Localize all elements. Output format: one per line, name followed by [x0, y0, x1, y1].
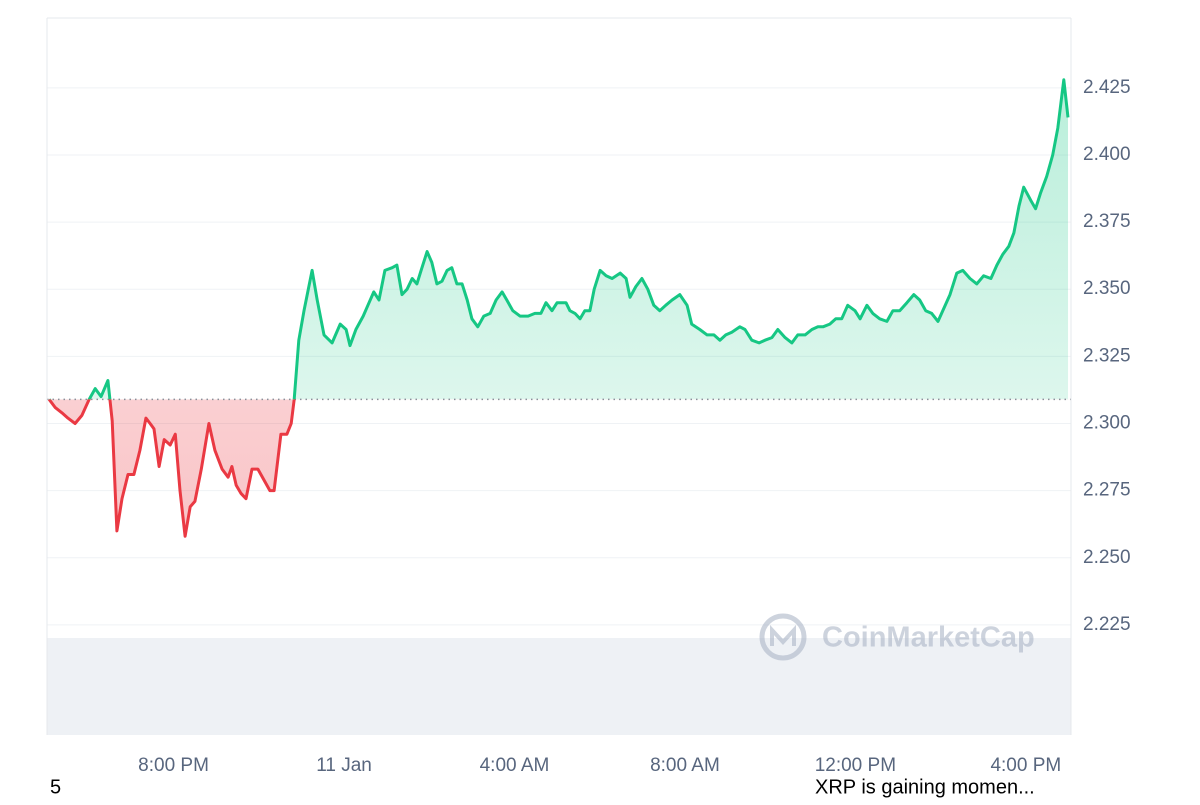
- y-tick-label: 2.350: [1083, 278, 1131, 299]
- y-tick-label: 2.300: [1083, 413, 1131, 434]
- volume-area: [47, 638, 1071, 735]
- y-tick-label: 2.375: [1083, 211, 1131, 232]
- price-line-up: [49, 78, 1070, 400]
- watermark: CoinMarketCap: [759, 613, 1035, 661]
- footer-right: XRP is gaining momen...: [815, 776, 1035, 798]
- y-tick-label: 2.325: [1083, 345, 1131, 366]
- y-tick-label: 2.275: [1083, 480, 1131, 501]
- y-tick-label: 2.225: [1083, 614, 1131, 635]
- x-tick-label: 4:00 PM: [990, 755, 1061, 776]
- y-tick-label: 2.400: [1083, 144, 1131, 165]
- x-tick-label: 8:00 AM: [650, 755, 720, 776]
- price-line-down: [47, 399, 296, 538]
- x-tick-label: 8:00 PM: [138, 755, 209, 776]
- footer-left: 5: [50, 776, 61, 798]
- watermark-text: CoinMarketCap: [822, 622, 1035, 654]
- x-tick-label: 12:00 PM: [815, 755, 896, 776]
- x-tick-label: 11 Jan: [316, 755, 372, 776]
- y-tick-label: 2.250: [1083, 547, 1131, 568]
- plot: [47, 78, 1071, 626]
- y-tick-label: 2.425: [1083, 77, 1131, 98]
- x-tick-label: 4:00 AM: [480, 755, 550, 776]
